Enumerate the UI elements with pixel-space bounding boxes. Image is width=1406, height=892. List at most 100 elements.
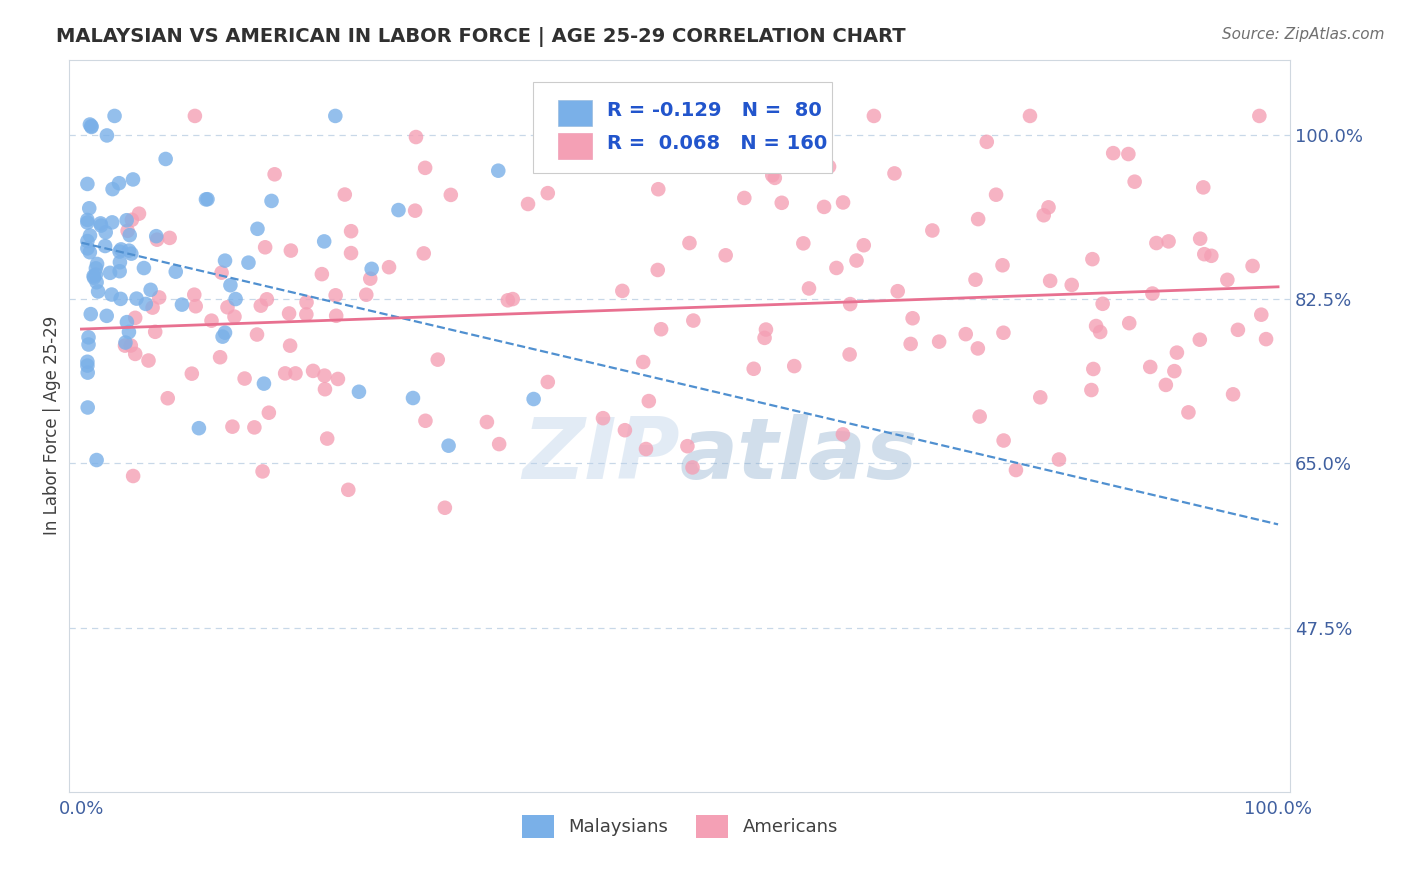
Point xyxy=(1154,378,1177,392)
Point xyxy=(340,224,363,238)
Point xyxy=(76,366,98,380)
Point xyxy=(76,234,98,248)
Point xyxy=(405,130,427,145)
Point xyxy=(337,483,360,497)
Point xyxy=(98,266,121,280)
Point xyxy=(115,213,138,227)
Point xyxy=(1142,286,1164,301)
Point xyxy=(76,213,98,227)
Point xyxy=(676,439,699,453)
Point xyxy=(238,255,260,269)
Point xyxy=(852,238,875,252)
Point xyxy=(86,257,108,271)
Point xyxy=(965,273,987,287)
Point xyxy=(108,264,131,278)
Point xyxy=(517,197,540,211)
Point xyxy=(101,182,124,196)
Point xyxy=(415,414,437,428)
Point xyxy=(340,246,363,260)
Point xyxy=(156,391,179,405)
Point xyxy=(886,284,908,298)
Point xyxy=(831,427,853,442)
Point xyxy=(1194,247,1216,261)
Point xyxy=(200,313,222,327)
Point xyxy=(1118,316,1140,330)
Point xyxy=(1088,325,1111,339)
Point xyxy=(682,313,704,327)
Point xyxy=(650,322,672,336)
Point xyxy=(80,119,103,133)
Point xyxy=(214,326,236,340)
Point xyxy=(100,287,122,301)
Point xyxy=(128,207,150,221)
Point xyxy=(1091,297,1114,311)
Point xyxy=(80,120,103,134)
Point xyxy=(96,309,118,323)
Point xyxy=(132,260,155,275)
Point xyxy=(426,352,449,367)
Point xyxy=(96,128,118,143)
Point xyxy=(278,306,301,320)
Point xyxy=(278,339,301,353)
Point xyxy=(1216,273,1239,287)
Point xyxy=(966,342,988,356)
Point xyxy=(143,325,166,339)
Point xyxy=(967,212,990,227)
Point xyxy=(634,442,657,456)
Point xyxy=(901,311,924,326)
Point xyxy=(122,172,145,186)
Point xyxy=(155,152,177,166)
Point xyxy=(302,364,325,378)
Point xyxy=(770,195,793,210)
Point xyxy=(80,307,103,321)
Point xyxy=(246,327,269,342)
Point xyxy=(1039,274,1062,288)
Text: R =  0.068   N = 160: R = 0.068 N = 160 xyxy=(606,135,827,153)
Point xyxy=(90,216,112,230)
Point xyxy=(243,420,266,434)
Point xyxy=(295,295,318,310)
Point xyxy=(316,432,339,446)
Text: atlas: atlas xyxy=(679,414,918,497)
Point xyxy=(1250,308,1272,322)
Point xyxy=(120,338,142,352)
Point xyxy=(537,186,560,201)
Point xyxy=(118,228,141,243)
Point xyxy=(1032,208,1054,222)
Point xyxy=(77,201,100,215)
Point xyxy=(1163,364,1185,378)
Point xyxy=(295,307,318,321)
Point xyxy=(110,243,132,257)
Point xyxy=(991,258,1014,272)
Y-axis label: In Labor Force | Age 25-29: In Labor Force | Age 25-29 xyxy=(44,316,60,535)
Point xyxy=(187,421,209,435)
Point xyxy=(114,338,136,352)
Point xyxy=(387,202,409,217)
Point xyxy=(1166,345,1188,359)
Point xyxy=(1118,147,1140,161)
Point xyxy=(145,229,167,244)
Point xyxy=(194,193,217,207)
Point xyxy=(252,464,274,478)
Point xyxy=(883,166,905,180)
Point xyxy=(783,359,806,373)
Point xyxy=(647,182,669,196)
Point xyxy=(142,301,165,315)
Point xyxy=(955,327,977,342)
Point xyxy=(502,292,524,306)
Point xyxy=(225,292,247,306)
FancyBboxPatch shape xyxy=(558,100,592,127)
Point xyxy=(1060,277,1083,292)
Point xyxy=(1254,332,1277,346)
Point xyxy=(138,353,160,368)
Point xyxy=(224,310,246,324)
Point xyxy=(631,355,654,369)
Point xyxy=(76,401,98,415)
Point xyxy=(314,368,336,383)
Point xyxy=(413,161,436,175)
Point xyxy=(1019,109,1042,123)
Point xyxy=(184,299,207,313)
Point xyxy=(77,337,100,351)
Point xyxy=(984,187,1007,202)
Point xyxy=(94,239,117,253)
